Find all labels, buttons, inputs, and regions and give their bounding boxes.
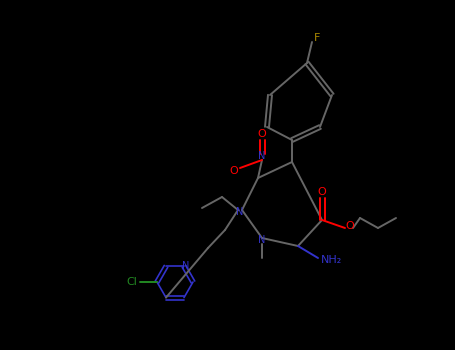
Text: N: N — [236, 207, 244, 217]
Text: O: O — [318, 187, 326, 197]
Text: N: N — [182, 261, 190, 271]
Text: N: N — [258, 235, 266, 245]
Text: F: F — [314, 33, 320, 43]
Text: O: O — [346, 221, 354, 231]
Text: Cl: Cl — [126, 277, 137, 287]
Text: N: N — [258, 151, 266, 161]
Text: O: O — [230, 166, 238, 176]
Text: O: O — [258, 129, 266, 139]
Text: NH₂: NH₂ — [321, 255, 343, 265]
